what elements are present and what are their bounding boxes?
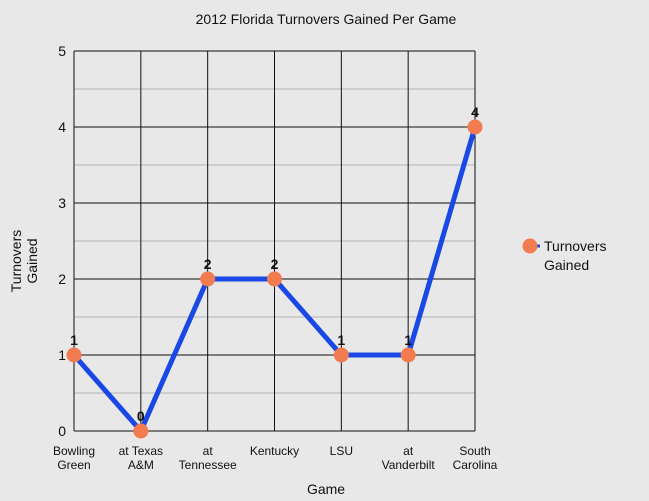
data-label: 2: [271, 256, 279, 272]
y-axis-title-line: Turnovers: [8, 230, 24, 293]
x-tick-label: South Carolina: [453, 444, 498, 472]
x-tick-label-line: Carolina: [453, 458, 498, 472]
x-tick-label-line: Kentucky: [250, 444, 299, 458]
y-tick-label: 1: [58, 347, 66, 363]
y-axis-title-line: Gained: [24, 238, 40, 283]
data-label: 1: [337, 332, 345, 348]
x-tick-label-line: South: [459, 444, 490, 458]
series-group: [66, 119, 483, 439]
data-labels: 1 0 2 2 1 1 4: [70, 104, 479, 424]
legend-label-line: Gained: [544, 257, 589, 273]
data-label: 2: [204, 256, 212, 272]
x-tick-label: at Vanderbilt: [382, 444, 436, 472]
x-tick-label: at Texas A&M: [119, 444, 163, 472]
x-tick-label-line: Vanderbilt: [382, 458, 436, 472]
y-tick-label: 5: [58, 43, 66, 59]
legend-label-line: Turnovers: [544, 238, 607, 254]
x-tick-label: LSU: [330, 444, 353, 458]
x-tick-label-line: LSU: [330, 444, 353, 458]
y-tick-label: 3: [58, 195, 66, 211]
x-tick-label-line: Tennessee: [179, 458, 237, 472]
data-label: 4: [471, 104, 479, 120]
data-label: 1: [404, 332, 412, 348]
data-label: 1: [70, 332, 78, 348]
x-tick-label: Bowling Green: [53, 444, 95, 472]
data-point: [133, 423, 149, 439]
y-axis-title: TurnoversGained: [8, 230, 40, 293]
x-tick-label-line: A&M: [128, 458, 154, 472]
grid: [73, 50, 476, 432]
x-tick-label: at Tennessee: [179, 444, 237, 472]
x-tick-label-line: Bowling: [53, 444, 95, 458]
x-tick-label-line: Green: [57, 458, 90, 472]
x-tick-label-line: at: [403, 444, 414, 458]
data-label: 0: [137, 408, 145, 424]
x-tick-label-line: at: [203, 444, 214, 458]
legend: Turnovers Gained: [522, 238, 607, 273]
chart-title: 2012 Florida Turnovers Gained Per Game: [196, 11, 457, 27]
data-point: [333, 347, 349, 363]
legend-marker: [522, 238, 538, 254]
data-point: [66, 347, 82, 363]
y-tick-label: 2: [58, 271, 66, 287]
data-point: [400, 347, 416, 363]
y-tick-label: 0: [58, 423, 66, 439]
x-tick-label: Kentucky: [250, 444, 299, 458]
x-axis-title: Game: [307, 481, 345, 497]
data-point: [467, 119, 483, 135]
y-tick-labels: 0 1 2 3 4 5: [58, 43, 66, 439]
legend-label: Turnovers Gained: [544, 238, 607, 273]
y-tick-label: 4: [58, 119, 66, 135]
x-tick-label-line: at Texas: [119, 444, 163, 458]
data-point: [267, 271, 282, 287]
data-point: [200, 271, 216, 287]
